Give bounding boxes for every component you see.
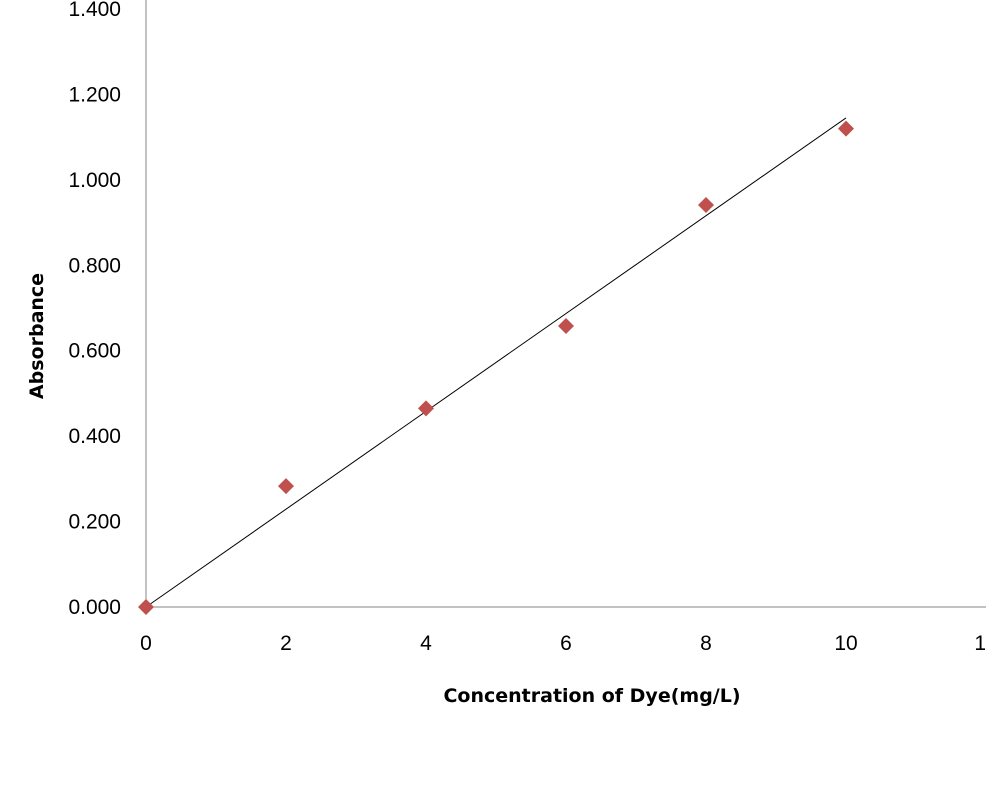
data-point-diamond: [838, 120, 854, 137]
x-tick-label: 6: [560, 632, 572, 655]
linear-trendline: [145, 117, 847, 608]
data-point-diamond: [418, 400, 434, 417]
y-tick-label: 0.200: [68, 511, 121, 534]
data-point-diamond: [558, 317, 574, 334]
x-tick-labels: 0 2 4 6 8 10 1: [140, 632, 986, 655]
x-tick-label: 0: [140, 632, 152, 655]
y-tick-label: 0.800: [68, 254, 121, 277]
y-tick-label: 0.600: [68, 340, 121, 363]
y-tick-label: 0.400: [68, 425, 121, 448]
x-tick-label: 8: [700, 632, 712, 655]
x-tick-label: 2: [280, 632, 292, 655]
y-tick-label: 0.000: [68, 596, 121, 619]
x-axis-title: Concentration of Dye(mg/L): [443, 685, 740, 707]
x-tick-label: 10: [834, 632, 857, 655]
x-tick-label: 1: [974, 632, 986, 655]
data-point-diamond: [138, 599, 154, 615]
data-point-diamond: [278, 478, 294, 495]
data-points: [138, 120, 854, 615]
y-tick-label: 1.400: [68, 0, 121, 21]
x-tick-label: 4: [420, 632, 432, 655]
y-tick-label: 1.000: [68, 169, 121, 192]
y-tick-label: 1.200: [68, 83, 121, 106]
data-point-diamond: [698, 197, 714, 214]
y-axis-title: Absorbance: [26, 273, 48, 399]
y-tick-labels: 0.000 0.200 0.400 0.600 0.800 1.000 1.200 1.400: [68, 0, 121, 619]
